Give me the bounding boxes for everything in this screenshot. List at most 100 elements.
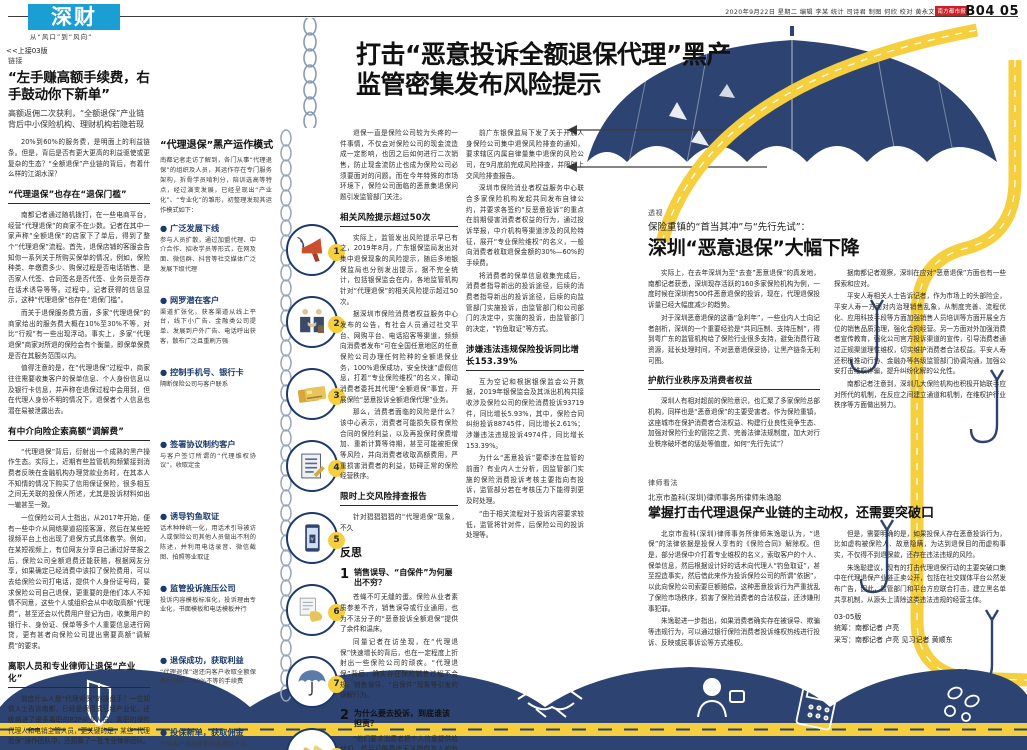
paragraph: 为什么“恶意投诉”要牵涉在监管的前面？有业内人士分析，因监管部门实施的保险消费投…: [466, 454, 584, 506]
lawyer-column-2: 但是，需要明确的是，如果投保人存在恶意投诉行为，比如虚构被保险人、故意隐瞒，为达…: [834, 529, 1006, 650]
logo-subtitle: 从“风口”到“风向”: [30, 33, 93, 41]
left-kicker: 链接: [8, 57, 23, 65]
right-subheadline: 保险重镇的“首当其冲”与“先行先试”：: [648, 222, 811, 233]
mid-lead-paragraph: 退保一直是保险公司较为头疼的一件事情，不仅会对保险公司的现金流造成一定影响，也因…: [340, 129, 458, 202]
flow-step-title: ● 控制手机号、银行卡: [160, 366, 244, 377]
paragraph: “由于相关流程对于投诉内容要求较低，监管将针对件，后保险公司的投诉处理等。: [466, 509, 584, 540]
left-column: 链接 “左手赚高额手续费，右手鼓动你下新单” 高额返佣二次获利，“全额退保”产业…: [8, 56, 150, 750]
flow-step-title: ● 监管投诉施压公司: [160, 582, 236, 593]
flow-step-body: 参与人员扩散，通过加盟代理、中介合作、招收学员等形式，在网及面、微信群、抖音等社…: [160, 236, 256, 274]
paragraph: 前广东银保监局下发了关于开展人身保险公司集中退保风险排查的通知，要求辖区内属自律…: [466, 129, 584, 180]
lawyer-section: 律师看法 北京市盈科(深圳)律师事务所律师朱逸聪 掌握打击代理退保产业链的主动权…: [648, 478, 1020, 651]
flow-step: ● 签署协议制约客户 与客户签订所谓的“代理维权协议”，收取定金 4: [160, 438, 345, 510]
paragraph: 平安人寿相关人士告诉记者，作为市场上的头部险企，平安人寿一方面对内治理销售乱象，…: [834, 292, 1006, 376]
person-icon: [697, 678, 745, 718]
paragraph: 但是，需要明确的是，如果投保人存在恶意投诉行为，比如虚构被保险人、故意隐瞒，为达…: [834, 529, 1006, 560]
paragraph: 值得注意的是，在“代理退保”过程中，商家往往需要收集客户的保单信息、个人身份信息…: [8, 364, 150, 416]
question-text: 销售误导、“自保件”为何屡出不穷？: [354, 567, 453, 587]
mid-section-1-title: 相关风险提示超过50次: [340, 211, 458, 227]
paragraph: 而关于退保服务费方面，多家“代理退保”的商家给出的服务费大概在10%至30%不等…: [8, 309, 150, 360]
flow-step-number: 2: [328, 315, 345, 333]
middle-column-1: 退保一直是保险公司较为头疼的一件事情，不仅会对保险公司的现金流造成一定影响，也因…: [340, 128, 458, 750]
calculator-icon: [795, 681, 839, 731]
flow-step-number: 4: [328, 459, 345, 477]
credits-block: 03-05版 统筹：南都记者 卢亮 采写：南都记者 卢亮 见习记者 黄顺东: [834, 612, 1006, 648]
left-section-3-title: 离职人员和专业律师让退保“产业化”: [8, 660, 150, 688]
right-kicker: 透视: [648, 209, 663, 217]
dateline: 2020年9月22日 星期二 编辑 李某 统计 司诗君 制图 何欣 校对 黄永文: [725, 9, 935, 16]
right-column-1: 实际上，在去年深圳为至“去查”恶意退保”的真发地，南都记者获悉，深圳现存活跃的1…: [648, 268, 820, 451]
publication-badge: 南方都市报: [934, 6, 969, 16]
middle-column-2: 前广东银保监局下发了关于开展人身保险公司集中退保风险排查的通知，要求辖区内属自律…: [466, 128, 584, 543]
lawyer-kicker: 律师看法: [648, 478, 678, 487]
flow-step-body: 隔断保险公司与客户联系: [160, 380, 229, 388]
hero-line-2: 监管密集发布风险提示: [356, 69, 602, 99]
flow-step-number: 6: [328, 603, 345, 621]
flow-step: ● 监管投诉施压公司 投诉内容模板标准化，投诉理由专业化，书面模板和电话模板并行…: [160, 582, 345, 654]
question-text: 为什么要去投诉，到底谁该担责？: [354, 709, 451, 729]
svg-text:¥: ¥: [310, 536, 314, 543]
right-headline: 深圳“恶意退保”大幅下降: [648, 237, 860, 260]
reflection-section-title: 反思: [340, 545, 362, 559]
paragraph: 将消费者的保单信息收集完成后，消费者指导新出的投诉途径，后续的消费者指导新出的投…: [466, 271, 584, 334]
publication-logo: 深财: [28, 4, 120, 30]
left-section-2-title: 有中介向险企索高额“调解费”: [8, 425, 150, 441]
paragraph: 据南都记者观察，深圳在应对“恶意退保”方面也有一些探索和应对。: [834, 269, 1006, 288]
right-feature-block: 透视 保险重镇的“首当其冲”与“先行先试”： 深圳“恶意退保”大幅下降 实际上，…: [648, 208, 1020, 650]
paragraph: 一位保险公司人士指出，从2017年开始，便有一些中介从网络渠道招揽客源，然后在某…: [8, 513, 150, 650]
flow-step: ● 投保新单，获取佣金 引导客户缴纳投新的类理财产品 8: [160, 726, 345, 750]
handshake-icon: [517, 687, 583, 718]
hero-line-1: 打击“恶意投诉全额退保代理”黑产: [356, 40, 731, 69]
pills-icon: [944, 686, 980, 722]
flow-step-body: 引导客户缴纳投新的类理财产品: [160, 740, 247, 748]
bottom-decorative-band: [0, 667, 1027, 750]
flow-step: ● 网罗潜在客户 渠道扩张化，获客渠道从线上平台，线下小广告、金融类公司提单、发…: [160, 294, 345, 366]
paragraph: 实际上，监管发出风险提示早已有之，2019年8月，广东银保监局发出对集中退保现象…: [340, 233, 458, 306]
handshake-icon: [286, 295, 338, 348]
reflection-question: 2 为什么要去投诉，到底谁该担责？: [340, 709, 458, 730]
flow-step: ● 广泛发展下线 参与人员扩散，通过加盟代理、中介合作、招收学员等形式，在网及面…: [160, 222, 345, 294]
credit-line: 统筹：南都记者 卢亮: [834, 624, 900, 633]
question-number: 2: [340, 708, 350, 723]
masthead: [0, 0, 1027, 30]
flow-step-number: 1: [328, 243, 345, 261]
flow-step: ● 控制手机号、银行卡 隔断保险公司与客户联系 3: [160, 366, 345, 438]
paragraph: 据深圳市保险消费者权益服务中心发布的公告，有社会人员通过社交平台、网购平台、电话…: [340, 310, 458, 404]
question-number: 1: [340, 566, 350, 582]
paragraph: “他们要求消费者把个人信息提供给他们，然后只能委由无法提供本人的有效信息，到时再…: [340, 734, 458, 750]
left-section-1-title: “代理退保”也存在“退保门槛”: [8, 188, 150, 205]
lawyer-headline: 掌握打击代理退保产业链的主动权，还需要突破口: [648, 505, 935, 521]
flow-step-title: ● 退保成功，获取利益: [160, 654, 244, 665]
chain-decoration-top: [303, 18, 317, 128]
credit-line: 采写：南都记者 卢亮 见习记者 黄顺东: [834, 636, 953, 645]
credit-line: 03-05版: [834, 612, 862, 621]
flow-step: ● 诱导钓鱼取证 话术种种统一化，用话术引导被访人或保险公司其他人员做出不利的陈…: [160, 510, 345, 582]
flow-step-number: 3: [328, 387, 345, 405]
paragraph: 实际上，在去年深圳为至“去查”恶意退保”的真发地，南都记者获悉，深圳现存活跃的1…: [648, 269, 820, 310]
paragraph: 南都记者注意到，深圳几大保险机构也积极开始联手应对所代的机制，在反应之间建立通道…: [834, 379, 1006, 410]
continued-from-label: <<上接03版: [6, 47, 48, 55]
paragraph: “代理退保”背后，衍射出一个成熟的黑产操作生态。实际上，近期有些监管机构频繁接到…: [8, 447, 150, 510]
paragraph: 苍蝇不叮无缝的蛋。保险从业者素质参差不齐，销售误导或行业通用，也为不法分子的“恶…: [340, 593, 458, 634]
flow-step-body: 投诉内容模板标准化，投诉理由专业化，书面模板和电话模板并行: [160, 596, 256, 614]
flow-step-number: 5: [328, 531, 345, 549]
left-headline: “左手赚高额手续费，右手鼓动你下新单”: [8, 70, 150, 103]
masthead-rule: [8, 16, 1018, 17]
paragraph: 那么，消费者面临的风险是什么？该中心表示，消费者可能损失原有保险合同的保险利益，…: [340, 408, 458, 481]
flow-step-body: 渠道扩张化，获客渠道从线上平台，线下小广告、金融类公司提单、发展到户外广告、电话…: [160, 308, 256, 346]
mid-col2-section-title: 涉嫌违法违规保险投诉同比增长153.39%: [466, 343, 584, 371]
paragraph: 互为空记和根据银保监会公开数据，2019年银保监会及其派出机构共接收涉及保险公司…: [466, 377, 584, 450]
flow-step-title: ● 网罗潜在客户: [160, 294, 220, 305]
paragraph: 深圳人有相对超前的保险意识，也汇聚了多家保险总部机构，同样也是“恶意退保”的主要…: [648, 397, 820, 448]
reflection-question: 1 销售误导、“自保件”为何屡出不穷？: [340, 568, 458, 589]
paragraph: 同量记者在访坐现，在“代理退保”快速增长的背后，也在一定程度上折射出一些保险公司…: [340, 637, 458, 700]
lawyer-byline: 北京市盈科(深圳)律师事务所律师朱逸聪: [648, 492, 782, 502]
paragraph: 对于深圳恶意退保的这番“急利年”，一些业内人士向记者剖析，深圳的一个重要经验是“…: [648, 313, 820, 365]
paragraph: 针对猖猖猖猖的“代理退保”现象，不久: [340, 513, 458, 532]
flow-step-title: ● 广泛发展下线: [160, 222, 220, 233]
mid-section-2-title: 限时上交风险排查报告: [340, 490, 458, 507]
right-column-2: 据南都记者观察，深圳在应对“恶意退保”方面也有一些探索和应对。 平安人寿相关人士…: [834, 268, 1006, 451]
left-subheadline: 高额返佣二次获利，“全额退保”产业链背后中小保险机构、理财机构若隐若现: [8, 108, 145, 129]
flow-step-body: 与客户签订所谓的“代理维权协议”，收取定金: [160, 452, 256, 470]
